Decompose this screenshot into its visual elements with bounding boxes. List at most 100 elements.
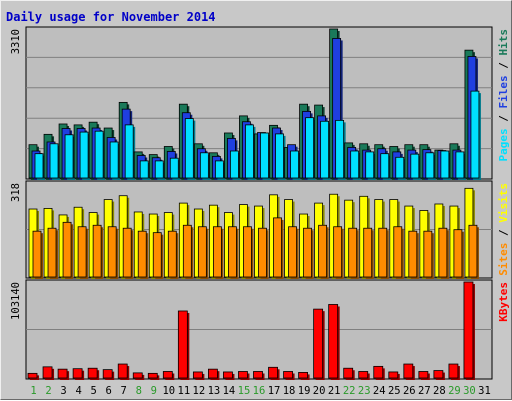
- legend-hits: Hits: [497, 29, 510, 56]
- bar-pages-day-23: [365, 151, 375, 179]
- bar-kbytes-day-3: [57, 368, 68, 379]
- bar-sites-day-10: [167, 230, 177, 278]
- ymax-label: 318: [10, 183, 22, 202]
- legend-sites-visits: Sites / Visits: [497, 183, 510, 276]
- x-tick-label: 5: [90, 385, 96, 397]
- bar-sites-day-7: [122, 227, 132, 278]
- x-tick-label: 31: [478, 385, 491, 397]
- bar-sites-day-18: [288, 226, 297, 278]
- x-tick-label: 29: [448, 385, 461, 397]
- bar-sites-day-16: [258, 227, 267, 278]
- x-tick-label: 8: [136, 385, 142, 397]
- bar-pages-day-3: [64, 134, 74, 179]
- bar-sites-day-6: [107, 226, 117, 278]
- x-tick-label: 10: [162, 385, 175, 397]
- bar-pages-day-11: [184, 118, 194, 179]
- x-tick-label: 19: [298, 385, 311, 397]
- bar-kbytes-day-30: [463, 281, 474, 379]
- legend-kbytes: KBytes: [497, 282, 510, 322]
- x-tick-label: 16: [253, 385, 266, 397]
- bar-kbytes-day-21: [328, 304, 339, 379]
- bar-pages-day-14: [230, 150, 239, 179]
- x-tick-label: 24: [373, 385, 386, 397]
- bar-pages-day-8: [139, 160, 149, 179]
- x-tick-label: 18: [283, 385, 296, 397]
- bar-pages-day-12: [199, 152, 209, 179]
- bar-kbytes-day-27: [418, 371, 429, 379]
- x-tick-label: 28: [433, 385, 446, 397]
- bar-pages-day-16: [260, 132, 269, 179]
- bar-pages-day-2: [49, 143, 59, 179]
- bar-kbytes-day-14: [223, 371, 233, 379]
- bar-kbytes-day-6: [102, 369, 113, 379]
- bar-kbytes-day-18: [283, 371, 293, 379]
- legend-files: Files: [497, 75, 510, 108]
- bar-sites-day-8: [137, 230, 147, 278]
- x-tick-label: 23: [358, 385, 371, 397]
- bar-kbytes-day-8: [132, 372, 143, 379]
- bar-pages-day-25: [395, 156, 405, 179]
- bar-pages-day-24: [380, 153, 390, 179]
- bar-pages-day-28: [440, 150, 450, 179]
- bar-sites-day-17: [273, 217, 282, 278]
- x-axis-labels: 1 2 3 4 5 6 7 8 9 10 11 12 13 14 15 16 17 18 19 20 21 22 23 24 2…: [30, 385, 490, 397]
- legend-separator: /: [497, 223, 510, 243]
- x-tick-label: 2: [45, 385, 51, 397]
- panel-sites-visits: 318 Sites / Visits: [10, 180, 510, 279]
- bar-sites-day-1: [32, 230, 42, 278]
- bar-kbytes-day-9: [147, 372, 158, 379]
- bar-pages-day-17: [275, 133, 284, 179]
- x-tick-label: 4: [75, 385, 81, 397]
- x-tick-label: 14: [223, 385, 236, 397]
- x-tick-label: 17: [268, 385, 281, 397]
- x-tick-label: 9: [151, 385, 157, 397]
- bar-sites-day-30: [468, 224, 478, 278]
- x-tick-label: 7: [121, 385, 127, 397]
- x-tick-label: 11: [178, 385, 191, 397]
- bar-pages-day-21: [335, 119, 345, 179]
- panel-kbytes: 103140 KBytes: [10, 279, 510, 380]
- bar-sites-day-21: [333, 226, 343, 278]
- bar-sites-day-9: [152, 232, 162, 278]
- bar-sites-day-11: [182, 224, 192, 278]
- bar-kbytes-day-10: [162, 371, 173, 379]
- bar-sites-day-2: [47, 227, 57, 278]
- x-tick-label: 13: [208, 385, 221, 397]
- bar-pages-day-6: [109, 141, 119, 179]
- bar-pages-day-9: [154, 160, 164, 179]
- bar-kbytes-day-19: [298, 372, 308, 379]
- bar-sites-day-13: [212, 226, 222, 278]
- bar-sites-day-23: [363, 227, 373, 278]
- bar-kbytes-day-13: [208, 368, 218, 379]
- bar-pages-day-1: [34, 153, 44, 179]
- legend-kbytes: KBytes: [497, 282, 510, 322]
- bar-kbytes-day-26: [403, 363, 414, 379]
- bar-sites-day-4: [77, 226, 87, 278]
- bar-sites-day-28: [438, 227, 448, 278]
- x-tick-label: 25: [388, 385, 401, 397]
- bar-kbytes-day-23: [358, 371, 369, 379]
- legend-visits: Visits: [497, 183, 510, 223]
- bar-pages-day-18: [290, 150, 299, 179]
- legend-pages-files-hits: Pages / Files / Hits: [497, 29, 510, 162]
- x-tick-label: 22: [343, 385, 356, 397]
- bar-kbytes-day-25: [388, 371, 399, 379]
- bar-sites-day-25: [393, 226, 403, 278]
- chart-title: Daily usage for November 2014: [6, 10, 216, 24]
- panel-pages-files-hits: 3310 Pages / Files / Hits: [10, 26, 510, 180]
- x-tick-label: 30: [463, 385, 476, 397]
- bar-pages-day-22: [350, 150, 360, 179]
- legend-pages: Pages: [497, 128, 510, 161]
- bar-sites-day-24: [378, 227, 388, 278]
- bar-sites-day-26: [408, 230, 418, 278]
- bar-pages-day-30: [470, 90, 480, 179]
- bar-kbytes-day-15: [238, 371, 248, 379]
- bar-sites-day-12: [197, 226, 207, 278]
- bar-sites-day-22: [348, 227, 358, 278]
- ymax-label: 3310: [10, 29, 22, 54]
- x-tick-label: 27: [418, 385, 431, 397]
- bar-pages-day-19: [305, 117, 314, 179]
- bar-pages-day-26: [410, 153, 420, 179]
